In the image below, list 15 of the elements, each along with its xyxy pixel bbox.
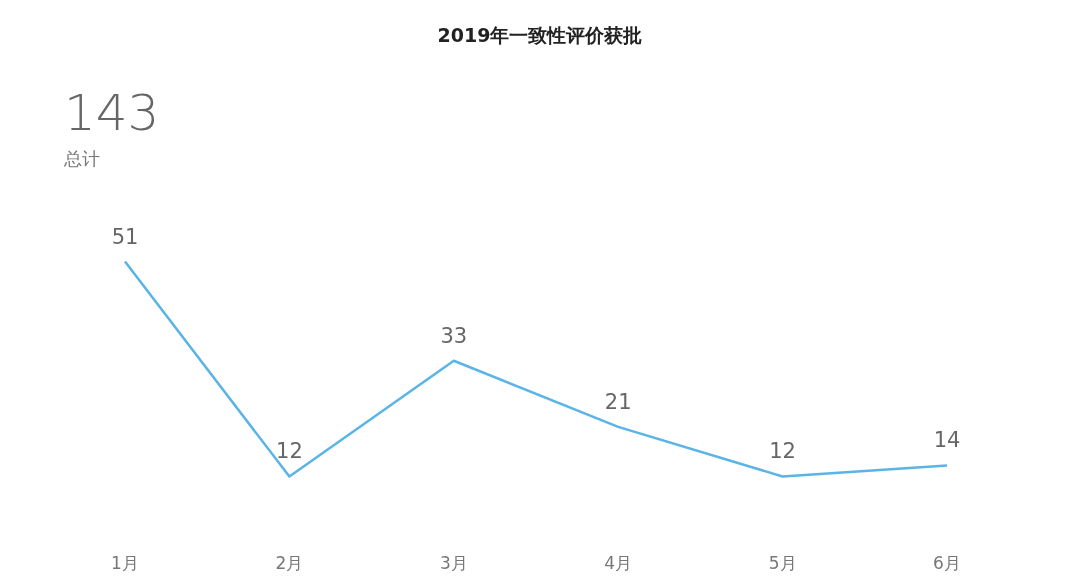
text: 143 [64,84,160,142]
x-tick-label: 5月 [768,553,797,574]
x-tick-label: 4月 [604,553,633,574]
data-label: 12 [769,439,796,464]
data-label: 14 [933,428,961,453]
x-tick-label: 6月 [933,553,961,574]
x-tick-label: 1月 [111,553,139,574]
text: 总计 [63,148,100,169]
chart-title: 2019年一致性评价获批 [437,23,643,46]
data-label: 51 [111,224,139,249]
x-tick-label: 2月 [275,553,304,574]
x-tick-label: 3月 [439,553,468,574]
data-label: 21 [604,389,632,414]
data-label: 12 [276,439,303,464]
data-label: 33 [440,323,468,348]
